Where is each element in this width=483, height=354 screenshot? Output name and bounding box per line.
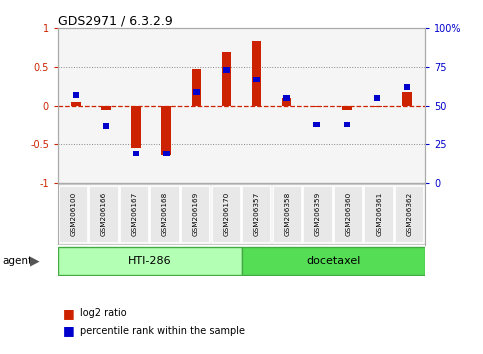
- Bar: [212, 185, 241, 243]
- Bar: [161, 106, 171, 155]
- Bar: [273, 185, 302, 243]
- Bar: [253, 77, 260, 82]
- Bar: [133, 151, 140, 156]
- Bar: [181, 185, 210, 243]
- Bar: [372, 106, 382, 107]
- Text: GSM206359: GSM206359: [315, 192, 321, 236]
- Bar: [150, 185, 180, 243]
- Text: GSM206362: GSM206362: [407, 192, 413, 236]
- Bar: [373, 95, 380, 101]
- Text: HTI-286: HTI-286: [128, 256, 171, 266]
- Text: GSM206168: GSM206168: [162, 192, 168, 236]
- Text: ■: ■: [63, 325, 74, 337]
- Bar: [282, 98, 291, 106]
- Text: GSM206358: GSM206358: [284, 192, 290, 236]
- Bar: [120, 185, 149, 243]
- Text: GSM206361: GSM206361: [376, 192, 382, 236]
- Text: GSM206100: GSM206100: [70, 192, 76, 236]
- Text: percentile rank within the sample: percentile rank within the sample: [80, 326, 245, 336]
- Bar: [252, 41, 261, 106]
- Bar: [334, 185, 363, 243]
- Bar: [395, 185, 425, 243]
- Text: log2 ratio: log2 ratio: [80, 308, 127, 318]
- Text: GSM206166: GSM206166: [101, 192, 107, 236]
- Bar: [365, 185, 394, 243]
- Bar: [223, 67, 230, 73]
- Bar: [402, 92, 412, 106]
- Bar: [73, 92, 79, 98]
- Bar: [89, 185, 118, 243]
- Bar: [193, 89, 199, 95]
- Text: GSM206169: GSM206169: [193, 192, 199, 236]
- Text: ▶: ▶: [30, 254, 40, 267]
- Text: agent: agent: [2, 256, 32, 266]
- Bar: [222, 52, 231, 106]
- Bar: [192, 69, 201, 106]
- Text: GSM206360: GSM206360: [345, 192, 352, 236]
- Bar: [313, 122, 320, 127]
- Text: GDS2971 / 6.3.2.9: GDS2971 / 6.3.2.9: [58, 14, 173, 27]
- Bar: [101, 106, 111, 110]
- Bar: [103, 123, 110, 129]
- Bar: [58, 247, 242, 275]
- Bar: [342, 106, 352, 110]
- Text: GSM206170: GSM206170: [223, 192, 229, 236]
- Text: ■: ■: [63, 307, 74, 320]
- Bar: [163, 151, 170, 156]
- Bar: [343, 122, 350, 127]
- Bar: [312, 106, 322, 107]
- Text: docetaxel: docetaxel: [306, 256, 360, 266]
- Text: GSM206167: GSM206167: [131, 192, 138, 236]
- Bar: [404, 85, 410, 90]
- Bar: [71, 102, 81, 106]
- Bar: [242, 185, 271, 243]
- Bar: [284, 95, 290, 101]
- Bar: [131, 106, 141, 148]
- Text: GSM206357: GSM206357: [254, 192, 260, 236]
- Bar: [303, 185, 333, 243]
- Bar: [58, 185, 88, 243]
- Bar: [242, 247, 425, 275]
